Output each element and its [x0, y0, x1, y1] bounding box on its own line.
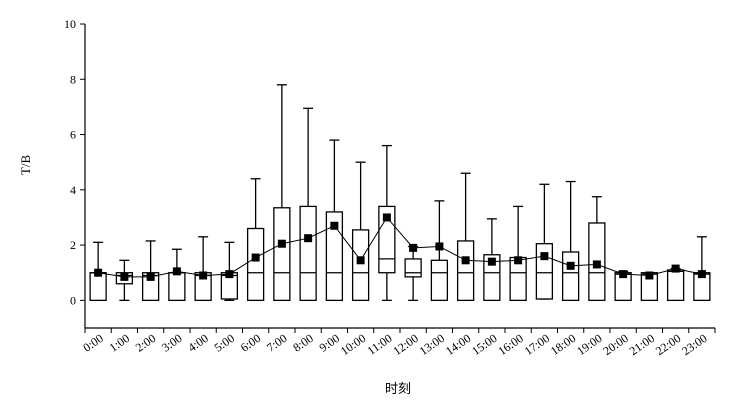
x-tick-label: 4:00 — [185, 331, 211, 355]
x-tick-label: 11:00 — [365, 331, 395, 358]
y-tick-label: 0 — [70, 293, 76, 307]
mean-marker — [409, 243, 418, 252]
y-tick-label: 4 — [70, 183, 76, 197]
y-tick-label: 6 — [70, 128, 76, 142]
mean-marker — [94, 268, 103, 277]
x-tick-label: 5:00 — [212, 331, 238, 355]
mean-marker — [619, 270, 628, 279]
box-22 — [666, 267, 685, 302]
mean-marker — [566, 261, 575, 270]
box-body — [351, 229, 370, 302]
box-body — [246, 227, 265, 302]
x-axis-ticks: 0:00 1:00 2:00 3:00 4:00 5:00 6:00 7:00 8:00 9:00… — [80, 328, 716, 358]
box-23 — [693, 236, 711, 302]
y-tick-label: 10 — [64, 17, 76, 31]
x-tick-label: 8:00 — [290, 331, 316, 355]
mean-marker — [251, 253, 260, 262]
mean-marker — [330, 221, 339, 230]
box-body — [378, 205, 396, 274]
y-axis-ticks: 0 2 4 6 8 10 — [64, 17, 85, 307]
x-tick-label: 22:00 — [653, 331, 683, 358]
mean-marker — [671, 264, 680, 273]
x-tick-label: 18:00 — [548, 331, 578, 358]
boxes — [89, 84, 711, 302]
box-7 — [273, 84, 291, 302]
box-16 — [509, 205, 527, 302]
x-tick-label: 21:00 — [627, 331, 657, 358]
x-tick-label: 7:00 — [264, 331, 290, 355]
x-tick-label: 10:00 — [338, 331, 368, 358]
box-11 — [378, 144, 396, 302]
mean-marker — [487, 257, 496, 266]
mean-marker — [382, 213, 391, 222]
box-body — [430, 259, 449, 302]
x-tick-label: 1:00 — [107, 331, 133, 355]
x-tick-label: 14:00 — [443, 331, 473, 358]
x-axis-label: 时刻 — [385, 381, 411, 396]
x-tick-label: 0:00 — [80, 331, 106, 355]
box-12 — [404, 245, 422, 302]
mean-marker — [697, 270, 706, 279]
box-body — [299, 205, 317, 302]
y-tick-label: 8 — [70, 72, 76, 86]
x-tick-label: 17:00 — [522, 331, 552, 358]
x-tick-label: 15:00 — [469, 331, 499, 358]
x-tick-label: 9:00 — [317, 331, 343, 355]
x-tick-label: 13:00 — [417, 331, 447, 358]
mean-marker — [514, 256, 523, 265]
x-tick-label: 16:00 — [495, 331, 525, 358]
mean-marker — [120, 272, 129, 281]
mean-marker — [199, 271, 208, 280]
box-6 — [246, 178, 265, 302]
x-tick-label: 6:00 — [238, 331, 264, 355]
box-body — [168, 272, 186, 302]
mean-marker — [146, 272, 155, 281]
mean-marker — [225, 270, 234, 279]
box-10 — [351, 161, 370, 302]
mean-marker — [592, 260, 601, 269]
box-body — [666, 269, 685, 302]
box-body — [535, 243, 554, 300]
box-18 — [561, 180, 580, 302]
mean-marker — [435, 242, 444, 251]
mean-markers — [94, 213, 706, 281]
box-4 — [194, 236, 212, 302]
box-14 — [456, 172, 475, 302]
y-tick-label: 2 — [70, 238, 76, 252]
box-0 — [89, 241, 107, 302]
box-body — [483, 254, 501, 302]
box-body — [89, 272, 107, 302]
mean-marker — [304, 234, 313, 243]
box-5 — [220, 241, 239, 302]
box-body — [404, 258, 422, 278]
mean-marker — [645, 271, 654, 280]
mean-marker — [461, 256, 470, 265]
box-15 — [483, 218, 501, 302]
box-body — [273, 207, 291, 302]
x-tick-label: 12:00 — [390, 331, 420, 358]
x-tick-label: 2:00 — [133, 331, 159, 355]
x-tick-label: 23:00 — [679, 331, 709, 358]
mean-marker — [172, 267, 181, 276]
box-13 — [430, 200, 449, 302]
x-tick-label: 20:00 — [600, 331, 630, 358]
box-19 — [588, 196, 606, 302]
mean-line — [98, 216, 702, 278]
box-body — [561, 251, 580, 302]
mean-line-group — [98, 216, 702, 278]
box-9 — [325, 139, 344, 302]
mean-marker — [540, 252, 549, 261]
box-8 — [299, 107, 317, 302]
x-tick-label: 19:00 — [574, 331, 604, 358]
y-axis-label: T/B — [18, 155, 33, 176]
box-2 — [141, 240, 160, 302]
box-body — [325, 211, 344, 302]
box-body — [456, 240, 475, 302]
box-17 — [535, 183, 554, 300]
mean-marker — [277, 239, 286, 248]
mean-marker — [356, 256, 365, 265]
x-tick-label: 3:00 — [159, 331, 185, 355]
